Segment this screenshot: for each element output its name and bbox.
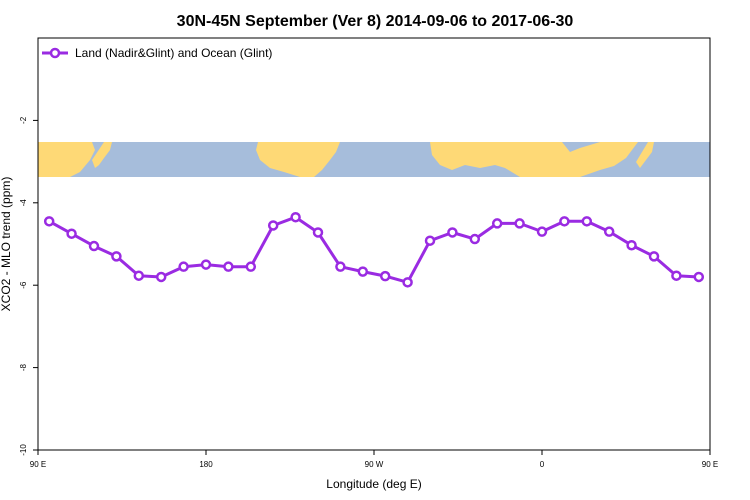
data-point (357, 266, 369, 277)
data-point (200, 259, 212, 270)
data-point (43, 216, 55, 227)
data-point (267, 220, 279, 231)
x-tick-label: 180 (199, 460, 213, 469)
x-tick-label: 90 E (702, 460, 718, 469)
data-point (514, 218, 525, 229)
map-land-4 (636, 142, 654, 168)
series-layer (43, 211, 705, 288)
data-point (379, 270, 391, 282)
data-point (559, 216, 570, 227)
x-tick-label: 0 (540, 460, 545, 469)
y-tick-label: -6 (19, 281, 28, 289)
world-map-strip (38, 142, 710, 177)
x-tick-label: 90 E (30, 460, 46, 469)
data-point (223, 261, 234, 272)
data-point (603, 226, 615, 237)
data-point (491, 218, 503, 229)
map-land-2 (256, 142, 340, 177)
y-axis: -2 -4 -6 -8 -10 (19, 116, 38, 456)
data-point (245, 261, 257, 272)
data-point (178, 261, 189, 272)
plot-frame (37, 37, 711, 451)
map-land-0 (38, 142, 95, 177)
data-point (424, 235, 436, 246)
legend-marker (49, 47, 61, 59)
y-tick-label: -4 (19, 199, 28, 207)
x-tick-label: 90 W (365, 460, 384, 469)
data-point (290, 211, 301, 223)
chart-title: 30N-45N September (Ver 8) 2014-09-06 to … (177, 13, 574, 30)
y-tick-label: -2 (19, 116, 28, 124)
map-land-3 (430, 142, 638, 177)
data-point (648, 251, 660, 262)
data-point (88, 240, 100, 252)
data-point (469, 233, 481, 245)
legend: Land (Nadir&Glint) and Ocean (Glint) (42, 46, 272, 60)
data-point (111, 251, 122, 262)
y-tick-label: -8 (19, 363, 28, 371)
data-point (626, 239, 637, 251)
data-point (402, 277, 413, 288)
map-land-1 (92, 142, 112, 168)
y-tick-label: -10 (19, 444, 28, 456)
data-point (66, 228, 77, 239)
series-line (48, 215, 699, 284)
y-axis-label: XCO2 - MLO trend (ppm) (0, 177, 13, 312)
data-point (312, 227, 324, 238)
data-point (155, 271, 167, 283)
data-point (671, 270, 682, 281)
data-point (581, 216, 593, 227)
x-axis-label: Longitude (deg E) (326, 477, 421, 491)
data-point (133, 270, 145, 281)
data-point (536, 226, 548, 237)
data-point (335, 261, 346, 272)
legend-entry-label: Land (Nadir&Glint) and Ocean (Glint) (75, 46, 272, 60)
data-point (693, 271, 705, 283)
data-point (447, 227, 458, 238)
